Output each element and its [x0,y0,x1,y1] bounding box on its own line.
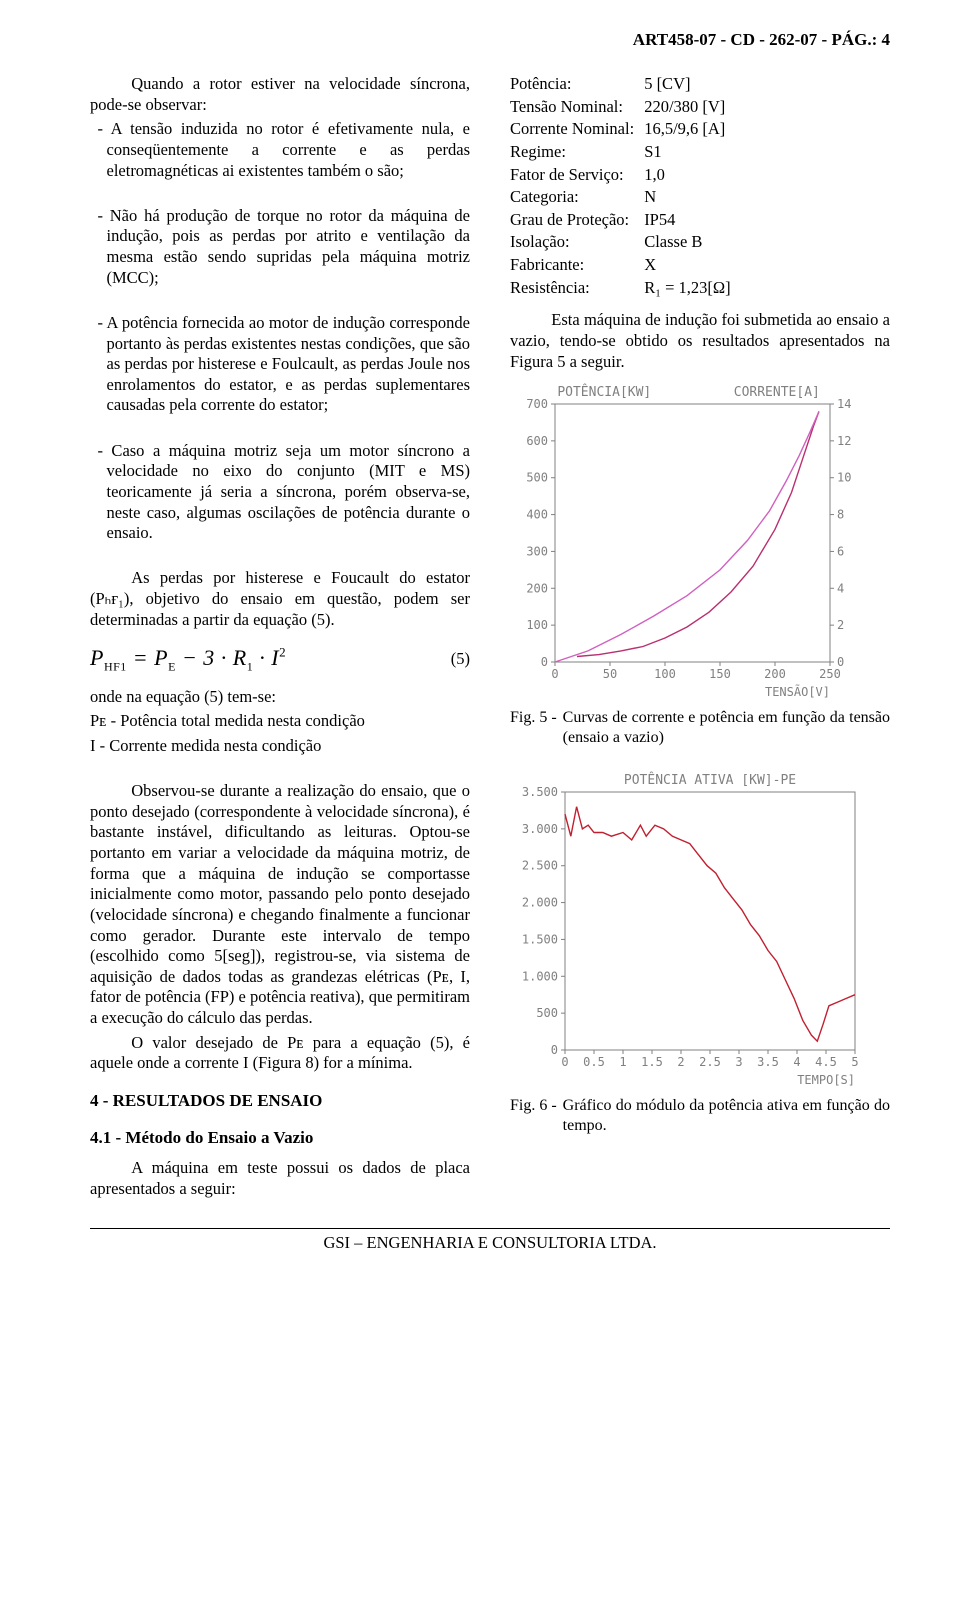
svg-text:4.5: 4.5 [815,1055,837,1069]
svg-text:300: 300 [526,545,548,559]
section-4-heading: 4 - RESULTADOS DE ENSAIO [90,1090,470,1111]
svg-text:TEMPO[S]: TEMPO[S] [797,1073,855,1087]
svg-text:0.5: 0.5 [583,1055,605,1069]
svg-text:1.000: 1.000 [522,969,558,983]
spec-value: R₁ = 1,23[Ω] [644,278,890,299]
spec-label: Corrente Nominal: [510,119,634,140]
spec-label: Fabricante: [510,255,634,276]
svg-text:0: 0 [551,1043,558,1057]
spec-value: 1,0 [644,165,890,186]
bullet-3: - A potência fornecida ao motor de induç… [90,313,470,416]
svg-text:14: 14 [837,397,851,411]
svg-text:0: 0 [561,1055,568,1069]
spec-label: Regime: [510,142,634,163]
svg-text:5: 5 [851,1055,858,1069]
spec-label: Potência: [510,74,634,95]
svg-text:2: 2 [837,618,844,632]
spec-label: Grau de Proteção: [510,210,634,231]
svg-text:0: 0 [837,655,844,669]
svg-text:12: 12 [837,434,851,448]
svg-text:8: 8 [837,508,844,522]
svg-text:200: 200 [764,667,786,681]
spec-label: Categoria: [510,187,634,208]
spec-value: 16,5/9,6 [A] [644,119,890,140]
svg-text:600: 600 [526,434,548,448]
right-column: Potência: 5 [CV] Tensão Nominal: 220/380 [V… [510,74,890,1204]
svg-text:POTÊNCIA ATIVA [KW]-PE: POTÊNCIA ATIVA [KW]-PE [624,772,796,788]
svg-text:POTÊNCIA[KW]: POTÊNCIA[KW] [557,384,651,400]
para-pe-desired: O valor desejado de Pᴇ para a equação (5… [90,1033,470,1074]
svg-text:400: 400 [526,508,548,522]
page-footer: GSI – ENGENHARIA E CONSULTORIA LTDA. [90,1228,890,1253]
bullet-1: - A tensão induzida no rotor é efetivame… [90,119,470,181]
para-machine-data: A máquina em teste possui os dados de pl… [90,1158,470,1199]
svg-text:TENSÃO[V]: TENSÃO[V] [765,684,830,699]
eq-i: I - Corrente medida nesta condição [90,736,470,757]
svg-text:0: 0 [541,655,548,669]
fig5-text: Curvas de corrente e potência em função … [563,708,890,748]
spec-label: Tensão Nominal: [510,97,634,118]
svg-text:10: 10 [837,471,851,485]
figure-5-chart: POTÊNCIA[KW]CORRENTE[A]050100150200250TE… [510,382,890,702]
eq-pe: Pᴇ - Potência total medida nesta condiçã… [90,711,470,732]
svg-text:100: 100 [526,618,548,632]
figure-5-caption: Fig. 5 - Curvas de corrente e potência e… [510,708,890,748]
svg-text:1.5: 1.5 [641,1055,663,1069]
svg-text:1.500: 1.500 [522,933,558,947]
spec-label: Isolação: [510,232,634,253]
bullet-2: - Não há produção de torque no rotor da … [90,206,470,289]
svg-text:1: 1 [619,1055,626,1069]
svg-text:200: 200 [526,581,548,595]
svg-text:3: 3 [735,1055,742,1069]
fig5-label: Fig. 5 - [510,708,557,748]
spec-value: IP54 [644,210,890,231]
spec-value: 5 [CV] [644,74,890,95]
left-column: Quando a rotor estiver na velocidade sín… [90,74,470,1204]
spec-value: N [644,187,890,208]
svg-text:50: 50 [603,667,617,681]
spec-value: X [644,255,890,276]
svg-text:3.000: 3.000 [522,822,558,836]
svg-text:2.000: 2.000 [522,896,558,910]
equation-row: PHF1 = PE − 3 · R1 · I2 (5) [90,644,470,674]
svg-text:150: 150 [709,667,731,681]
spec-value: S1 [644,142,890,163]
svg-text:CORRENTE[A]: CORRENTE[A] [734,385,820,400]
svg-text:2.500: 2.500 [522,859,558,873]
fig6-label: Fig. 6 - [510,1096,557,1136]
svg-text:700: 700 [526,397,548,411]
spec-label: Resistência: [510,278,634,299]
para-losses: As perdas por histerese e Foucault do es… [90,568,470,630]
svg-text:250: 250 [819,667,841,681]
svg-text:0: 0 [551,667,558,681]
svg-text:4: 4 [793,1055,800,1069]
svg-text:6: 6 [837,545,844,559]
svg-text:3.500: 3.500 [522,785,558,799]
svg-text:100: 100 [654,667,676,681]
section-4-1-heading: 4.1 - Método do Ensaio a Vazio [90,1127,470,1148]
svg-text:4: 4 [837,581,844,595]
svg-text:2: 2 [677,1055,684,1069]
figure-6-caption: Fig. 6 - Gráfico do módulo da potência a… [510,1096,890,1136]
right-intro-para: Esta máquina de indução foi submetida ao… [510,310,890,372]
bullet-4: - Caso a máquina motriz seja um motor sí… [90,441,470,544]
figure-6-chart: POTÊNCIA ATIVA [KW]-PE 0 0.5 1 1.5 2 2.5 3 3.5 4 4… [510,770,890,1090]
svg-text:2.5: 2.5 [699,1055,721,1069]
intro-para: Quando a rotor estiver na velocidade sín… [90,74,470,115]
eq-where: onde na equação (5) tem-se: [90,687,470,708]
page-header: ART458-07 - CD - 262-07 - PÁG.: 4 [90,30,890,50]
equation-5: PHF1 = PE − 3 · R1 · I2 [90,644,286,674]
spec-value: Classe B [644,232,890,253]
fig6-text: Gráfico do módulo da potência ativa em f… [563,1096,890,1136]
svg-text:500: 500 [526,471,548,485]
svg-text:3.5: 3.5 [757,1055,779,1069]
equation-number: (5) [451,649,470,670]
svg-text:500: 500 [536,1006,558,1020]
spec-value: 220/380 [V] [644,97,890,118]
spec-label: Fator de Serviço: [510,165,634,186]
spec-table: Potência: 5 [CV] Tensão Nominal: 220/380 [V… [510,74,890,298]
para-observation: Observou-se durante a realização do ensa… [90,781,470,1029]
